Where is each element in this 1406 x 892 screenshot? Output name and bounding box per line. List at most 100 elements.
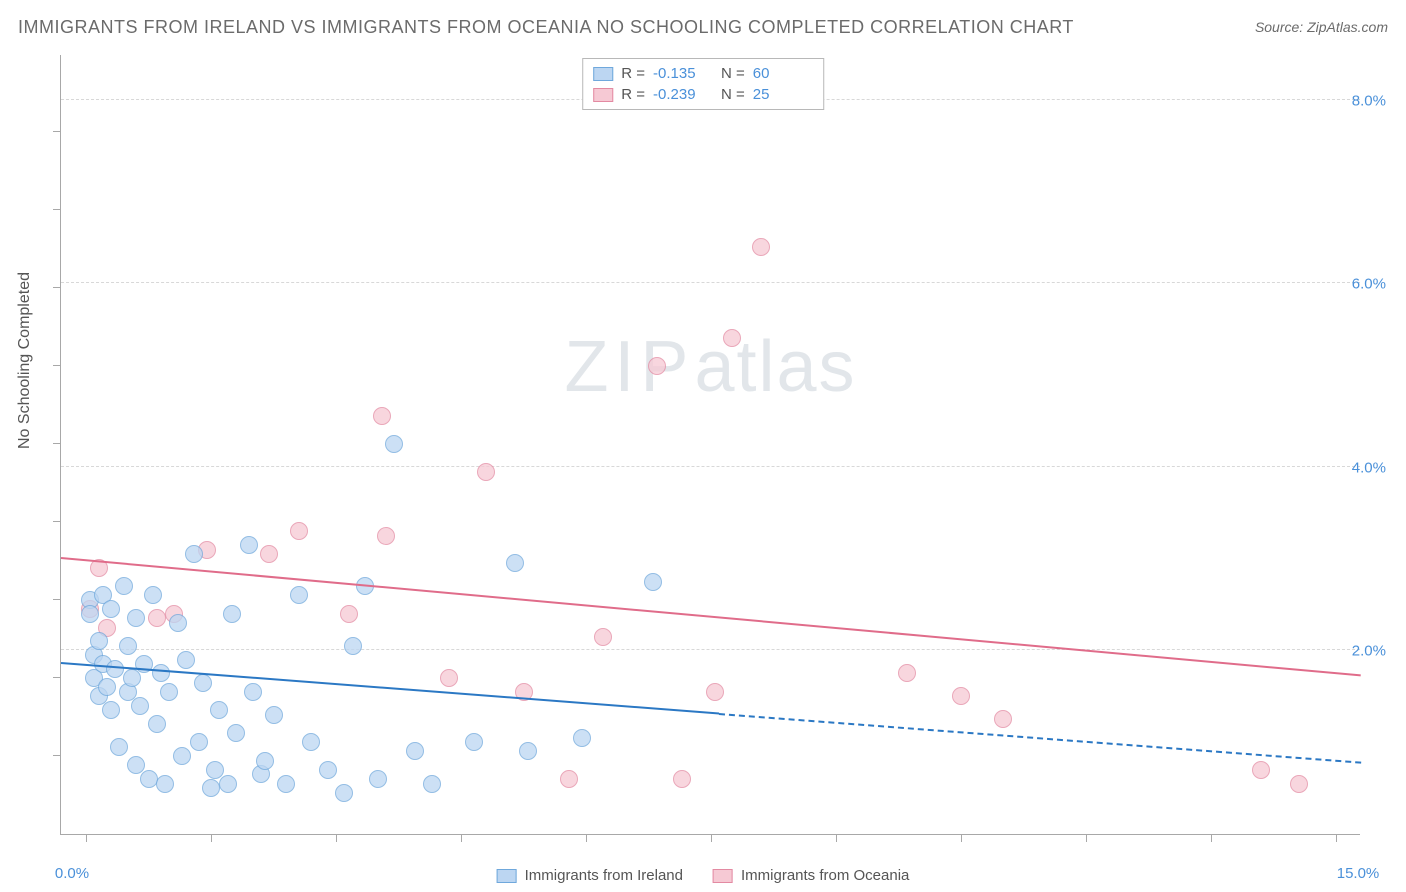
source-label: Source: ZipAtlas.com — [1255, 19, 1388, 35]
n-label: N = — [721, 65, 745, 82]
data-point-oceania — [898, 664, 916, 682]
data-point-ireland — [335, 784, 353, 802]
x-tick — [586, 834, 587, 842]
data-point-ireland — [223, 605, 241, 623]
correlation-legend-row: R =-0.135N =60 — [593, 63, 813, 84]
n-label: N = — [721, 86, 745, 103]
r-label: R = — [621, 65, 645, 82]
gridline-h — [61, 282, 1360, 283]
data-point-oceania — [373, 407, 391, 425]
data-point-oceania — [290, 522, 308, 540]
x-tick — [211, 834, 212, 842]
data-point-ireland — [90, 632, 108, 650]
data-point-oceania — [994, 710, 1012, 728]
data-point-oceania — [377, 527, 395, 545]
data-point-oceania — [594, 628, 612, 646]
series-label: Immigrants from Ireland — [525, 867, 683, 884]
data-point-ireland — [369, 770, 387, 788]
data-point-ireland — [219, 775, 237, 793]
y-tick — [53, 599, 61, 600]
data-point-ireland — [227, 724, 245, 742]
data-point-ireland — [123, 669, 141, 687]
x-axis-max-label: 15.0% — [1337, 865, 1380, 882]
y-axis-label: 8.0% — [1352, 92, 1386, 109]
data-point-ireland — [160, 683, 178, 701]
r-value: -0.239 — [653, 86, 713, 103]
x-tick — [1211, 834, 1212, 842]
y-tick — [53, 209, 61, 210]
data-point-ireland — [156, 775, 174, 793]
data-point-ireland — [81, 605, 99, 623]
data-point-ireland — [244, 683, 262, 701]
data-point-oceania — [1252, 761, 1270, 779]
data-point-ireland — [148, 715, 166, 733]
data-point-oceania — [1290, 775, 1308, 793]
data-point-oceania — [673, 770, 691, 788]
plot-area: ZIPatlas — [60, 55, 1360, 835]
data-point-ireland — [265, 706, 283, 724]
data-point-ireland — [177, 651, 195, 669]
data-point-oceania — [706, 683, 724, 701]
series-label: Immigrants from Oceania — [741, 867, 909, 884]
y-tick — [53, 443, 61, 444]
x-axis-min-label: 0.0% — [55, 865, 89, 882]
series-legend-item: Immigrants from Ireland — [497, 867, 683, 884]
trend-line-oceania — [61, 557, 1361, 676]
y-tick — [53, 365, 61, 366]
data-point-ireland — [277, 775, 295, 793]
data-point-ireland — [519, 742, 537, 760]
data-point-oceania — [340, 605, 358, 623]
data-point-ireland — [144, 586, 162, 604]
watermark: ZIPatlas — [564, 326, 856, 408]
y-tick — [53, 677, 61, 678]
data-point-ireland — [190, 733, 208, 751]
data-point-ireland — [385, 435, 403, 453]
data-point-ireland — [119, 637, 137, 655]
data-point-oceania — [260, 545, 278, 563]
title-bar: IMMIGRANTS FROM IRELAND VS IMMIGRANTS FR… — [18, 12, 1388, 42]
x-tick — [711, 834, 712, 842]
data-point-ireland — [573, 729, 591, 747]
n-value: 25 — [753, 86, 813, 103]
data-point-ireland — [140, 770, 158, 788]
data-point-ireland — [290, 586, 308, 604]
data-point-ireland — [302, 733, 320, 751]
data-point-ireland — [465, 733, 483, 751]
data-point-ireland — [98, 678, 116, 696]
data-point-ireland — [102, 600, 120, 618]
data-point-oceania — [752, 238, 770, 256]
correlation-legend: R =-0.135N =60R =-0.239N =25 — [582, 58, 824, 110]
data-point-oceania — [440, 669, 458, 687]
data-point-ireland — [106, 660, 124, 678]
x-tick — [1086, 834, 1087, 842]
chart-container: IMMIGRANTS FROM IRELAND VS IMMIGRANTS FR… — [0, 0, 1406, 892]
data-point-oceania — [648, 357, 666, 375]
data-point-ireland — [406, 742, 424, 760]
x-tick — [961, 834, 962, 842]
x-tick — [336, 834, 337, 842]
chart-title: IMMIGRANTS FROM IRELAND VS IMMIGRANTS FR… — [18, 17, 1074, 38]
data-point-ireland — [644, 573, 662, 591]
data-point-ireland — [210, 701, 228, 719]
data-point-ireland — [506, 554, 524, 572]
gridline-h — [61, 649, 1360, 650]
r-value: -0.135 — [653, 65, 713, 82]
data-point-ireland — [344, 637, 362, 655]
y-axis-label: 2.0% — [1352, 643, 1386, 660]
data-point-ireland — [423, 775, 441, 793]
data-point-ireland — [131, 697, 149, 715]
legend-swatch — [593, 88, 613, 102]
data-point-oceania — [952, 687, 970, 705]
legend-swatch — [497, 869, 517, 883]
x-tick — [836, 834, 837, 842]
data-point-ireland — [127, 609, 145, 627]
series-legend: Immigrants from Ireland Immigrants from O… — [497, 867, 910, 884]
data-point-ireland — [110, 738, 128, 756]
data-point-ireland — [169, 614, 187, 632]
data-point-ireland — [152, 664, 170, 682]
trend-line-ireland-ext — [719, 713, 1361, 764]
y-axis-label: 6.0% — [1352, 276, 1386, 293]
y-tick — [53, 287, 61, 288]
x-tick — [86, 834, 87, 842]
watermark-zip: ZIP — [564, 327, 694, 407]
